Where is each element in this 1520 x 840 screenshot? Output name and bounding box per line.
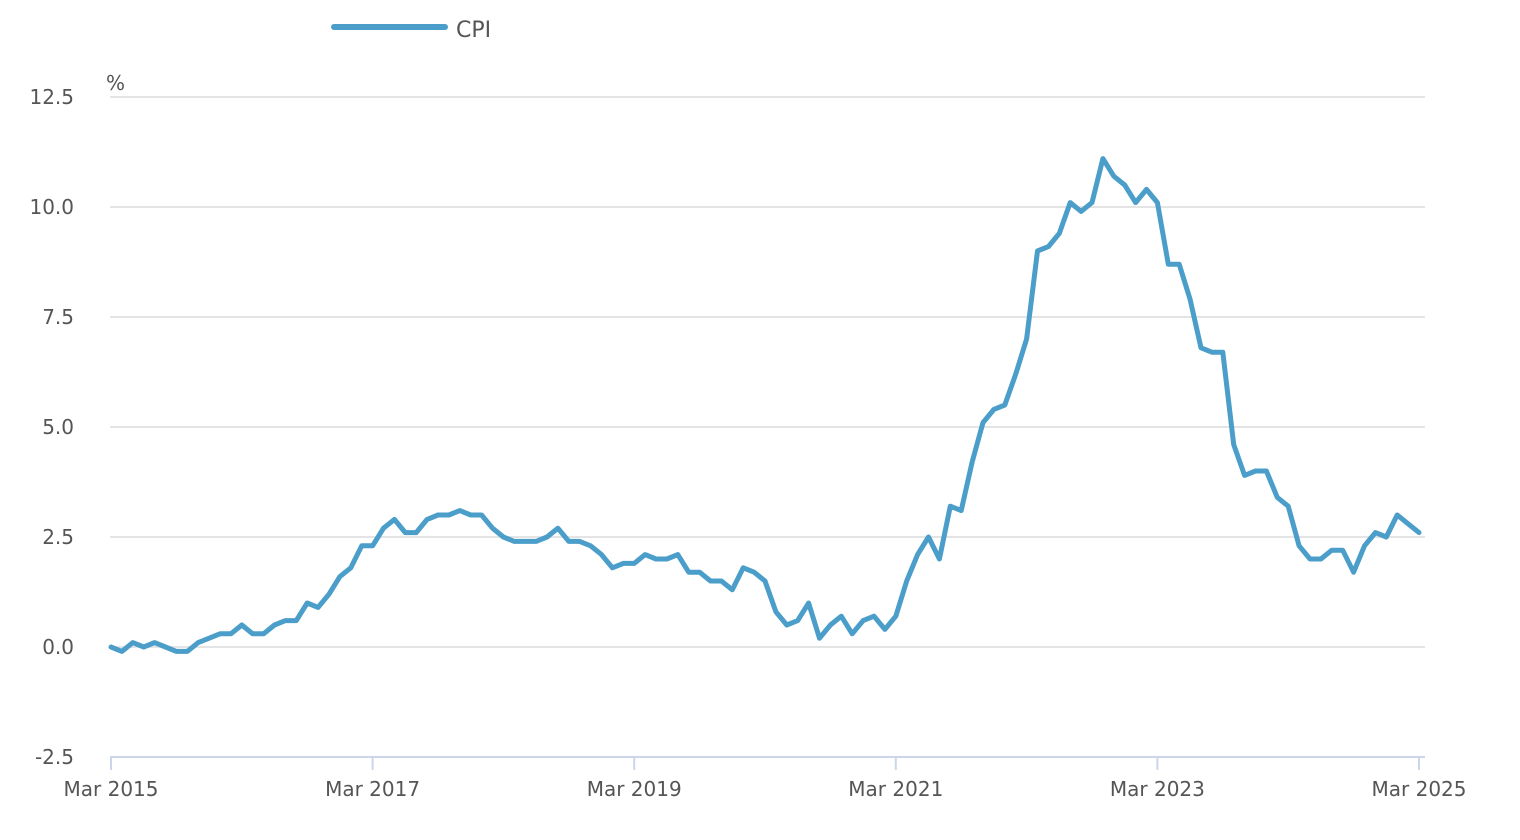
x-tick-label: Mar 2023 bbox=[1110, 777, 1205, 801]
series-line-cpi[interactable] bbox=[108, 156, 1422, 654]
x-tick-label: Mar 2019 bbox=[587, 777, 682, 801]
y-tick-label: 12.5 bbox=[29, 85, 74, 109]
y-tick-label: -2.5 bbox=[35, 745, 74, 769]
x-tick-label: Mar 2025 bbox=[1372, 777, 1467, 801]
y-axis-unit-label: % bbox=[106, 71, 125, 95]
y-tick-label: 0.0 bbox=[42, 635, 74, 659]
series-group bbox=[108, 156, 1422, 654]
x-tick-label: Mar 2015 bbox=[64, 777, 159, 801]
x-tick-label: Mar 2017 bbox=[325, 777, 420, 801]
legend[interactable]: CPI bbox=[331, 18, 491, 43]
y-tick-label: 7.5 bbox=[42, 305, 74, 329]
y-axis-ticks: 12.5 10.0 7.5 5.0 2.5 0.0 -2.5 bbox=[29, 85, 74, 769]
x-axis: Mar 2015 Mar 2017 Mar 2019 Mar 2021 Mar 2023… bbox=[64, 756, 1467, 801]
y-tick-label: 2.5 bbox=[42, 525, 74, 549]
gridlines bbox=[110, 96, 1425, 648]
legend-label-cpi: CPI bbox=[456, 18, 491, 43]
x-tick-label: Mar 2021 bbox=[848, 777, 943, 801]
y-tick-label: 10.0 bbox=[29, 195, 74, 219]
y-tick-label: 5.0 bbox=[42, 415, 74, 439]
